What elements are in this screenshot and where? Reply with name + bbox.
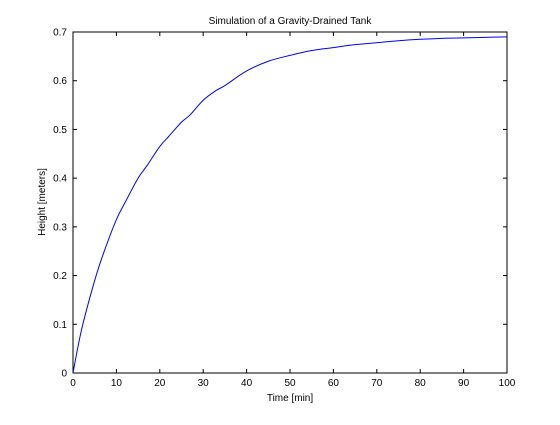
y-tick-label: 0.5 (53, 125, 67, 136)
tick-marks (72, 31, 508, 374)
x-tick-label: 50 (284, 378, 296, 389)
y-tick-label: 0.2 (53, 271, 67, 282)
y-tick-label: 0.3 (53, 222, 67, 233)
y-tick-label: 0.1 (53, 320, 67, 331)
x-tick-label: 60 (328, 378, 340, 389)
x-tick-label: 40 (241, 378, 253, 389)
x-tick-label: 20 (154, 378, 166, 389)
y-tick-label: 0.7 (53, 28, 67, 39)
x-tick-labels: 0 10 20 30 40 50 60 70 80 90 100 (70, 378, 516, 389)
series-line (72, 36, 508, 374)
x-tick-label: 100 (499, 378, 516, 389)
x-axis-label: Time [min] (267, 393, 314, 404)
y-tick-label: 0.4 (53, 174, 67, 185)
x-tick-label: 90 (458, 378, 470, 389)
y-tick-label: 0.6 (53, 76, 67, 87)
x-tick-label: 30 (198, 378, 210, 389)
y-tick-labels: 0 0.1 0.2 0.3 0.4 0.5 0.6 0.7 (53, 28, 67, 380)
x-tick-label: 10 (111, 378, 123, 389)
y-tick-label: 0 (61, 369, 67, 380)
x-tick-label: 70 (371, 378, 383, 389)
chart-title: Simulation of a Gravity-Drained Tank (209, 16, 373, 27)
y-axis-label: Height [meters] (37, 168, 48, 236)
plot-area (72, 31, 508, 374)
x-tick-label: 0 (70, 378, 76, 389)
x-tick-label: 80 (415, 378, 427, 389)
